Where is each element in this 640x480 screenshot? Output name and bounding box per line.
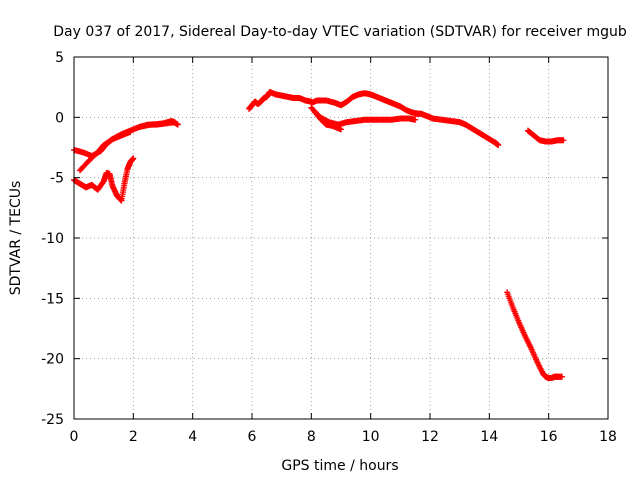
y-tick-label: -20 xyxy=(41,352,64,368)
y-tick-label: -15 xyxy=(41,291,64,307)
series-track-3 xyxy=(71,155,137,204)
y-axis-label: SDTVAR / TECUs xyxy=(8,181,24,296)
x-tick-label: 6 xyxy=(248,429,257,445)
x-tick-label: 10 xyxy=(362,429,380,445)
x-tick-label: 14 xyxy=(480,429,498,445)
y-tick-label: 0 xyxy=(55,110,64,126)
x-tick-label: 18 xyxy=(599,429,617,445)
series-track-5 xyxy=(246,88,315,112)
series-track-10 xyxy=(524,127,567,145)
x-tick-label: 0 xyxy=(70,429,79,445)
series-track-11 xyxy=(504,289,566,381)
y-tick-label: 5 xyxy=(55,50,64,66)
y-tick-label: -25 xyxy=(41,412,64,428)
data-point xyxy=(560,137,567,144)
x-tick-label: 12 xyxy=(421,429,439,445)
data-point xyxy=(338,126,344,133)
x-axis-label: GPS time / hours xyxy=(281,458,398,474)
grid-lines xyxy=(74,57,608,419)
data-point xyxy=(495,142,502,149)
x-tick-label: 4 xyxy=(188,429,197,445)
data-point xyxy=(412,116,419,123)
chart-title: Day 037 of 2017, Sidereal Day-to-day VTE… xyxy=(53,24,627,40)
x-tick-label: 8 xyxy=(307,429,316,445)
data-points xyxy=(71,88,567,381)
x-tick-label: 16 xyxy=(540,429,558,445)
axis-ticks: 0 2 4 6 8 10 12 14 16 18 5 0 -5 -10 -15 -20 -25 xyxy=(41,50,617,445)
series-track-8 xyxy=(311,108,344,133)
data-point xyxy=(174,121,181,128)
x-tick-label: 2 xyxy=(129,429,138,445)
y-tick-label: -10 xyxy=(41,231,64,247)
y-tick-label: -5 xyxy=(50,171,64,187)
data-point xyxy=(130,155,137,162)
series-track-9 xyxy=(412,110,502,149)
series-track-4 xyxy=(136,117,181,130)
data-point xyxy=(559,373,566,380)
